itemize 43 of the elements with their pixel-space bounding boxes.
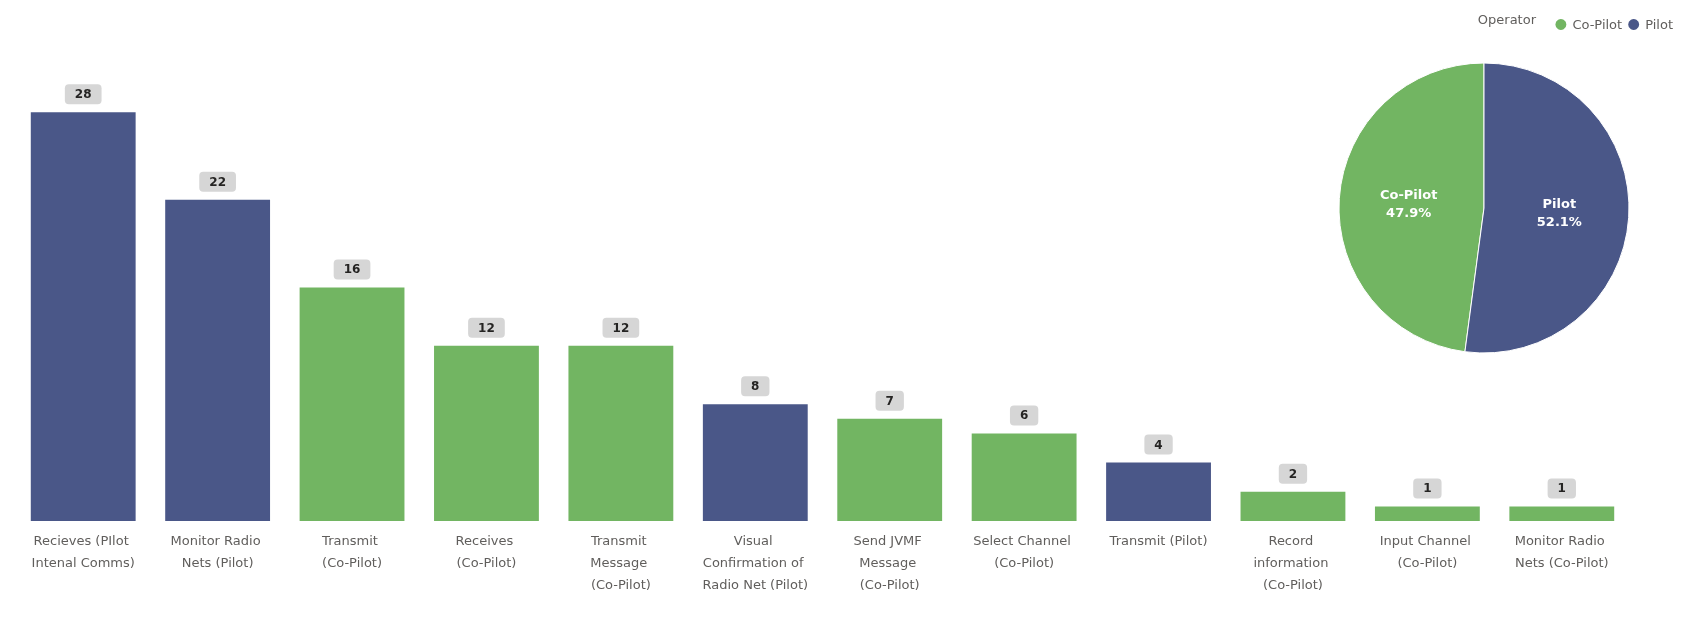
bar [568,345,674,521]
x-tick-label: Visual Confirmation of Radio Net (Pilot) [702,532,809,592]
x-tick-label: Transmit (Pilot) [1108,532,1208,548]
data-label: 28 [74,87,92,102]
bar [1106,462,1211,521]
bar [165,199,271,521]
legend-label: Pilot [1645,17,1673,32]
x-tick-label: Monitor Radio Nets (Co-Pilot) [1514,532,1609,570]
x-tick-label: Send JVMF Message (Co-Pilot) [853,532,926,592]
data-label: 4 [1154,437,1163,452]
data-label: 22 [209,174,226,189]
data-label: 12 [612,320,630,335]
bar [971,433,1077,521]
bar [1240,491,1346,521]
data-label: 2 [1288,466,1298,481]
x-tick-label: Transmit (Co-Pilot) [321,532,383,570]
data-label: 52.1% [1536,214,1582,230]
legend-title: Operator [1477,12,1537,27]
data-label: 1 [1557,481,1566,496]
bar [1509,506,1615,521]
data-label: 8 [751,379,760,394]
slice-label: Pilot [1542,196,1577,212]
x-tick-label: Select Channel (Co-Pilot) [973,532,1075,570]
bar [434,345,539,521]
bar [30,112,136,521]
data-label: 1 [1423,481,1432,496]
x-tick-label: Record information (Co-Pilot) [1253,532,1333,592]
data-label: 7 [885,393,894,408]
data-label: 6 [1019,408,1029,423]
x-tick-label: Recieves (PIlot Intenal Comms) [31,532,135,570]
x-tick-label: Transmit Message (Co-Pilot) [589,532,652,592]
data-label: 47.9% [1386,204,1432,220]
data-label: 12 [478,320,495,335]
x-tick-label: Input Channel (Co-Pilot) [1379,532,1476,570]
bar [1374,506,1480,521]
legend-label: Co-Pilot [1572,17,1623,32]
x-tick-label: Receives (Co-Pilot) [455,532,518,570]
bar [299,287,405,521]
data-label: 16 [343,262,361,277]
bar [702,404,808,521]
x-tick-label: Monitor Radio Nets (Pilot) [170,532,265,570]
bar [837,418,943,521]
slice-label: Co-Pilot [1379,186,1438,202]
